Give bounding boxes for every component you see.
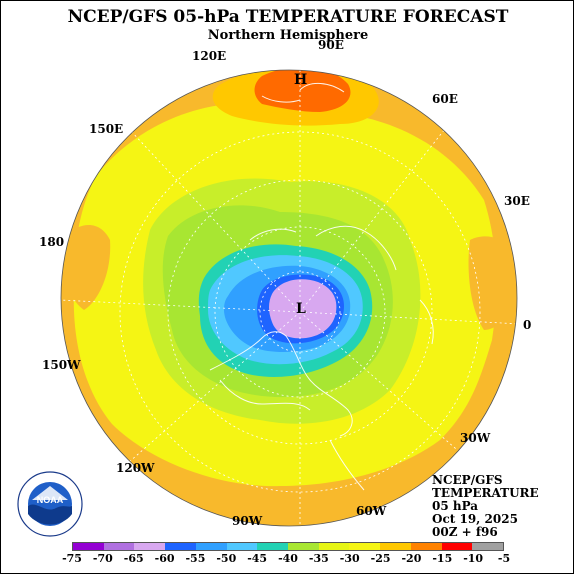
high-pressure-marker: H <box>294 72 308 88</box>
colorbar-tick-label: -55 <box>185 552 206 565</box>
orange-patch-west <box>61 225 111 310</box>
colorbar-tick-label: -25 <box>370 552 391 565</box>
coastlines <box>209 83 434 491</box>
lon-label-120e: 120E <box>192 49 227 63</box>
colorbar-swatch <box>103 543 135 550</box>
forecast-info: NCEP/GFS TEMPERATURE 05 hPa Oct 19, 2025… <box>432 474 539 539</box>
noaa-logo: NOAA <box>17 471 83 537</box>
colorbar-swatch <box>165 543 196 550</box>
lon-label-60e: 60E <box>432 92 458 106</box>
lon-label-30w: 30W <box>460 431 491 445</box>
colorbar-swatch <box>134 543 166 550</box>
high-core <box>254 70 351 112</box>
lon-label-120w: 120W <box>116 461 155 475</box>
colorbar-swatch <box>349 543 381 550</box>
colorbar-tick-label: -75 <box>62 552 82 565</box>
colorbar-swatch <box>226 543 258 550</box>
colorbar-ticks: -75 -70 -65 -60 -55 -50 -45 -40 -35 -30 -25 -20 -15-… <box>52 552 524 566</box>
lon-label-0: 0 <box>523 318 532 332</box>
lon-label-150e: 150E <box>89 122 124 136</box>
map-subtitle: Northern Hemisphere <box>207 28 369 43</box>
noaa-logo-text: NOAA <box>37 495 64 505</box>
colorbar-swatch <box>318 543 350 550</box>
info-level: 05 hPa <box>432 499 479 513</box>
colorbar-tick-label: -40 <box>278 552 298 565</box>
info-run: 00Z + f96 <box>432 525 498 539</box>
low-pressure-marker: L <box>296 301 306 317</box>
lon-label-60w: 60W <box>356 504 387 518</box>
colorbar-swatch <box>288 543 319 550</box>
polar-low-core <box>269 279 337 339</box>
colorbar-tick-label: -20 <box>401 552 422 565</box>
colorbar-tick-label: -15 <box>432 552 453 565</box>
colorbar-swatch <box>410 543 442 550</box>
colorbar-swatch <box>380 543 411 550</box>
lon-label-90w: 90W <box>232 514 263 528</box>
info-model: NCEP/GFS <box>432 473 503 487</box>
graticule <box>61 70 517 526</box>
orange-patch-east <box>468 236 517 330</box>
colorbar-tick-label: -65 <box>123 552 144 565</box>
lon-label-150w: 150W <box>42 358 81 372</box>
colorbar-tick-label: -5 <box>497 552 511 565</box>
colorbar-tick-label: -10 <box>463 552 484 565</box>
colorbar-tick-label: -30 <box>339 552 360 565</box>
colorbar-swatch <box>195 543 227 550</box>
lon-label-90e: 90E <box>318 38 344 52</box>
colorbar-tick-label: -60 <box>154 552 175 565</box>
colorbar-swatch <box>472 543 504 550</box>
colorbar-tick-label: -70 <box>92 552 113 565</box>
map-title: NCEP/GFS 05-hPa TEMPERATURE FORECAST <box>67 7 509 27</box>
colorbar-swatch <box>257 543 289 550</box>
colorbar-tick-label: -50 <box>216 552 237 565</box>
colorbar-tick-label: -35 <box>308 552 329 565</box>
colorbar-swatch <box>441 543 473 550</box>
info-field: TEMPERATURE <box>432 486 539 500</box>
colorbar-swatch <box>73 543 104 550</box>
lon-label-180: 180 <box>39 235 65 249</box>
colorbar-tick-label: -45 <box>247 552 268 565</box>
map-boundary <box>60 69 518 527</box>
colorbar <box>72 542 504 551</box>
lon-label-30e: 30E <box>504 194 530 208</box>
info-date: Oct 19, 2025 <box>432 512 518 526</box>
